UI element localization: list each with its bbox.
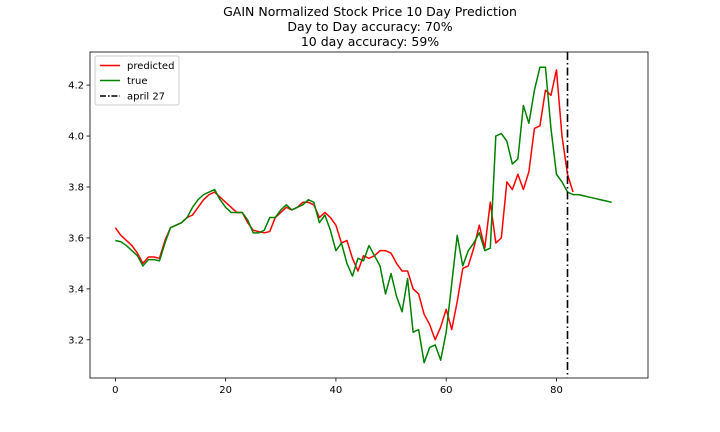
legend-predicted-label: predicted (127, 61, 174, 72)
legend-true-label: true (127, 76, 148, 87)
y-tick-label: 3.8 (68, 182, 84, 193)
x-tick-label: 80 (550, 385, 563, 396)
chart-title: GAIN Normalized Stock Price 10 Day Predi… (223, 4, 517, 19)
x-tick-label: 60 (440, 385, 453, 396)
y-tick-label: 3.4 (68, 284, 84, 295)
y-tick-label: 4.2 (68, 81, 84, 92)
chart-titles: GAIN Normalized Stock Price 10 Day Predi… (0, 4, 720, 49)
legend-box (94, 55, 180, 106)
y-tick-label: 3.2 (68, 335, 84, 346)
x-tick-label: 0 (112, 385, 118, 396)
series-line-true (115, 66, 612, 364)
legend: predicted true april 27 (94, 55, 180, 106)
y-tick-label: 3.6 (68, 233, 84, 244)
x-tick-label: 20 (219, 385, 232, 396)
y-tick-label: 4.0 (68, 132, 84, 143)
chart-subtitle-day-accuracy: Day to Day accuracy: 70% (287, 19, 453, 34)
y-axis: 3.2 3.4 3.6 3.8 4.0 4.2 (68, 81, 90, 346)
plot-frame (89, 51, 649, 379)
plot-lines (114, 52, 612, 378)
x-axis: 0 20 40 60 80 (112, 378, 563, 396)
chart-subtitle-10day-accuracy: 10 day accuracy: 59% (300, 34, 440, 49)
legend-vline-label: april 27 (127, 92, 165, 103)
series-line-predicted (114, 69, 574, 341)
x-tick-label: 40 (330, 385, 343, 396)
